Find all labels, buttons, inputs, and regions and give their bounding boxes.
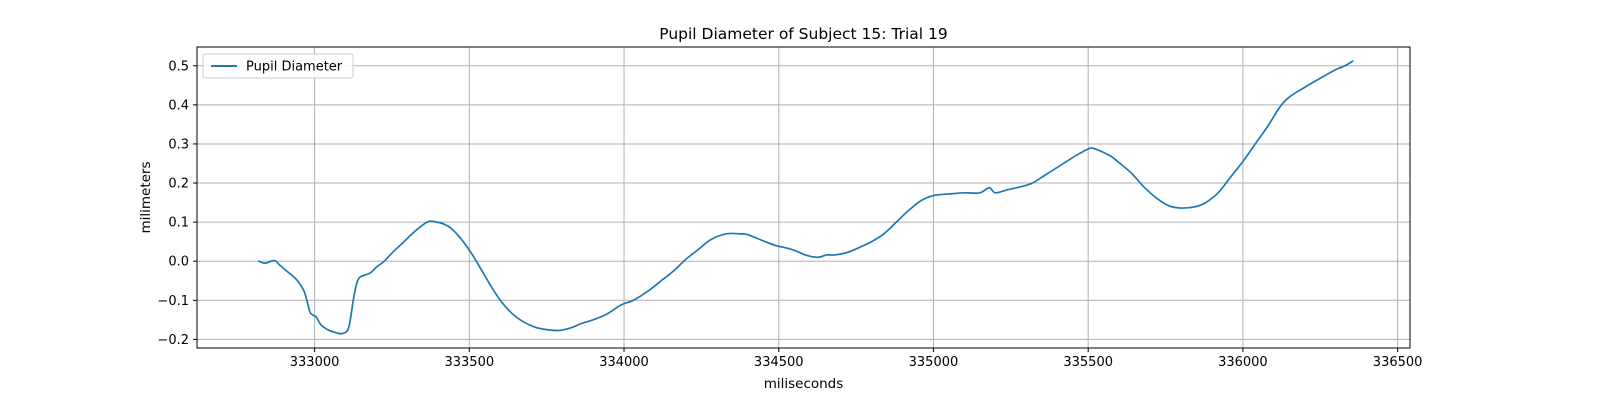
y-tick-label: −0.1 <box>157 294 189 309</box>
y-axis-label: milimeters <box>138 161 154 233</box>
series-line-pupil-diameter <box>258 60 1354 335</box>
x-tick-label: 334500 <box>754 355 804 370</box>
y-tick-label: 0.0 <box>168 255 189 270</box>
x-tick-label: 333000 <box>290 355 340 370</box>
y-tick-label: 0.5 <box>168 59 189 74</box>
x-tick-label: 335000 <box>909 355 959 370</box>
legend: Pupil Diameter <box>202 53 354 79</box>
ticks: 333000 333500 334000 334500 335000 335500 3360… <box>157 59 1422 370</box>
legend-box <box>202 53 354 79</box>
y-tick-label: 0.4 <box>168 98 189 113</box>
y-tick-label: 0.1 <box>168 216 189 231</box>
x-tick-label: 333500 <box>444 355 494 370</box>
y-tick-label: 0.3 <box>168 137 189 152</box>
plot-frame <box>196 46 1411 349</box>
legend-label: Pupil Diameter <box>246 60 343 75</box>
x-tick-label: 336500 <box>1373 355 1423 370</box>
x-tick-label: 334000 <box>599 355 649 370</box>
x-tick-label: 336000 <box>1218 355 1268 370</box>
x-tick-label: 335500 <box>1063 355 1113 370</box>
y-tick-label: −0.2 <box>157 333 189 348</box>
x-axis-label: miliseconds <box>764 376 844 392</box>
series-layer <box>258 60 1354 335</box>
grid <box>197 47 1410 348</box>
chart-title: Pupil Diameter of Subject 15: Trial 19 <box>659 25 948 43</box>
y-tick-label: 0.2 <box>168 177 189 192</box>
